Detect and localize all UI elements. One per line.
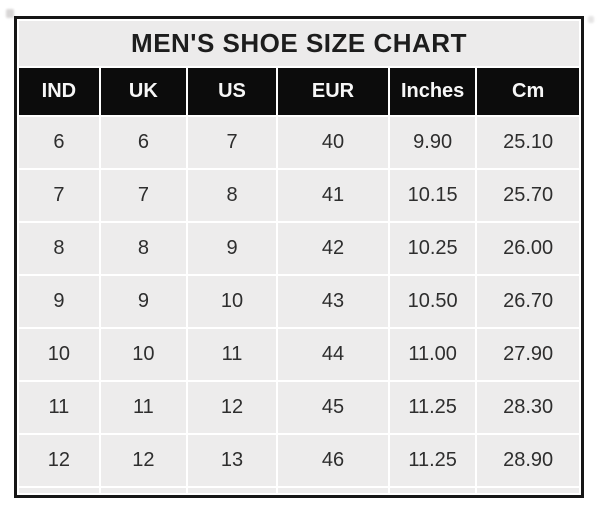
column-header-eur: EUR <box>278 68 388 115</box>
cell-cm: 27.90 <box>477 329 579 380</box>
cell-uk: 8 <box>100 223 186 274</box>
partial-cell <box>278 488 388 493</box>
cell-inches: 11.25 <box>390 382 476 433</box>
size-table-body: 6 6 7 40 9.90 25.10 7 7 8 41 10.15 25.70 8 8 9 42 10.25 2… <box>19 117 579 493</box>
cell-inches: 11.00 <box>390 329 476 380</box>
cell-ind: 11 <box>19 382 99 433</box>
partial-cell <box>188 488 276 493</box>
table-row: 10 10 11 44 11.00 27.90 <box>19 329 579 380</box>
table-row: 6 6 7 40 9.90 25.10 <box>19 117 579 168</box>
table-row: 11 11 12 45 11.25 28.30 <box>19 382 579 433</box>
cell-ind: 7 <box>19 170 99 221</box>
cell-cm: 25.70 <box>477 170 579 221</box>
cell-inches: 10.50 <box>390 276 476 327</box>
partial-cell <box>19 488 99 493</box>
column-header-row: IND UK US EUR Inches Cm <box>19 68 579 115</box>
cell-cm: 28.90 <box>477 435 579 486</box>
column-header-uk: UK <box>100 68 186 115</box>
partial-row <box>19 488 579 493</box>
cell-cm: 26.00 <box>477 223 579 274</box>
cell-us: 13 <box>188 435 276 486</box>
partial-cell <box>100 488 186 493</box>
cell-eur: 44 <box>278 329 388 380</box>
cell-eur: 40 <box>278 117 388 168</box>
cell-us: 9 <box>188 223 276 274</box>
cell-eur: 46 <box>278 435 388 486</box>
cell-cm: 28.30 <box>477 382 579 433</box>
photo-artifact-top-left <box>6 9 14 18</box>
partial-cell <box>477 488 579 493</box>
chart-title: MEN'S SHOE SIZE CHART <box>19 21 579 66</box>
cell-inches: 10.25 <box>390 223 476 274</box>
cell-us: 8 <box>188 170 276 221</box>
column-header-us: US <box>188 68 276 115</box>
cell-eur: 41 <box>278 170 388 221</box>
size-table: MEN'S SHOE SIZE CHART IND UK US EUR Inches Cm… <box>17 19 581 495</box>
table-row: 8 8 9 42 10.25 26.00 <box>19 223 579 274</box>
cell-uk: 9 <box>100 276 186 327</box>
cell-ind: 9 <box>19 276 99 327</box>
title-row: MEN'S SHOE SIZE CHART <box>19 21 579 66</box>
shoe-size-chart: MEN'S SHOE SIZE CHART IND UK US EUR Inches Cm… <box>14 16 584 498</box>
cell-us: 7 <box>188 117 276 168</box>
cell-us: 10 <box>188 276 276 327</box>
cell-inches: 11.25 <box>390 435 476 486</box>
cell-uk: 10 <box>100 329 186 380</box>
photo-artifact-top-right <box>588 16 594 23</box>
cell-uk: 7 <box>100 170 186 221</box>
cell-eur: 45 <box>278 382 388 433</box>
cell-cm: 26.70 <box>477 276 579 327</box>
cell-cm: 25.10 <box>477 117 579 168</box>
cell-us: 11 <box>188 329 276 380</box>
column-header-cm: Cm <box>477 68 579 115</box>
cell-ind: 10 <box>19 329 99 380</box>
cell-us: 12 <box>188 382 276 433</box>
table-row: 12 12 13 46 11.25 28.90 <box>19 435 579 486</box>
partial-cell <box>390 488 476 493</box>
cell-inches: 10.15 <box>390 170 476 221</box>
cell-inches: 9.90 <box>390 117 476 168</box>
table-row: 7 7 8 41 10.15 25.70 <box>19 170 579 221</box>
cell-eur: 43 <box>278 276 388 327</box>
cell-uk: 12 <box>100 435 186 486</box>
column-header-inches: Inches <box>390 68 476 115</box>
cell-uk: 11 <box>100 382 186 433</box>
cell-ind: 6 <box>19 117 99 168</box>
table-row: 9 9 10 43 10.50 26.70 <box>19 276 579 327</box>
cell-uk: 6 <box>100 117 186 168</box>
cell-ind: 12 <box>19 435 99 486</box>
cell-eur: 42 <box>278 223 388 274</box>
cell-ind: 8 <box>19 223 99 274</box>
column-header-ind: IND <box>19 68 99 115</box>
